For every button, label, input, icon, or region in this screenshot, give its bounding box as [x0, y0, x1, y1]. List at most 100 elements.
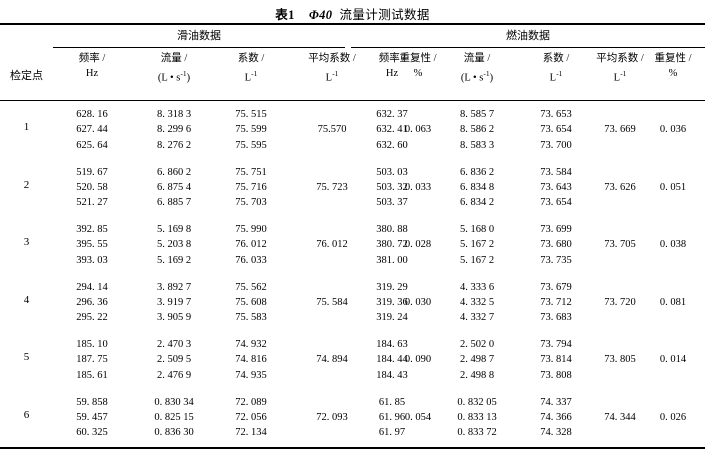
cell-value: 75. 583 [235, 312, 267, 324]
cell-value: 0. 014 [659, 354, 687, 365]
cell-value: 75. 515 [235, 109, 267, 120]
cell-fuel-freq: 632. 37 632. 41 632. 60 [353, 107, 431, 153]
cell-value: 395. 55 [76, 239, 108, 251]
cell-value: 5. 168 0 [459, 224, 495, 235]
cell-value: 381. 00 [376, 254, 408, 266]
cell-value: 76. 033 [235, 254, 267, 266]
cell-value: 520. 58 [76, 181, 108, 193]
column-header-fuel-avg: 平均系数 / L-1 [589, 52, 651, 86]
cell-value: 6. 860 2 [156, 166, 192, 178]
rule-top-border [0, 23, 705, 26]
cell-value: 61. 97 [378, 427, 406, 439]
cell-value: 76. 012 [235, 239, 267, 251]
table-row: 5 185. 10 187. 75 185. 61 2. 470 3 2. 509 5 2.… [0, 335, 705, 393]
cell-fuel-avg: 73. 669 [589, 122, 651, 137]
cell-fuel-repeat: 0. 081 [641, 295, 705, 310]
cell-lube-avg: 76. 012 [285, 237, 379, 252]
cell-value: 519. 67 [76, 166, 108, 178]
cell-value: 73. 720 [604, 296, 636, 308]
cell-inspection-point: 3 [23, 236, 30, 248]
cell-value: 74. 344 [604, 411, 636, 423]
cell-value: 0. 090 [404, 354, 432, 365]
header-line-1: 频率 / [78, 53, 106, 64]
cell-value: 5. 169 8 [156, 224, 192, 235]
cell-value: 296. 36 [76, 296, 108, 308]
cell-value: 75. 584 [316, 296, 348, 308]
cell-value: 72. 093 [316, 411, 348, 423]
cell-value: 74. 328 [540, 427, 572, 439]
cell-value: 6. 836 2 [459, 166, 495, 178]
cell-value: 503. 03 [376, 166, 408, 178]
cell-value: 2. 502 0 [459, 339, 495, 350]
cell-lube-freq: 392. 85 395. 55 393. 03 [53, 222, 131, 268]
cell-lube-flow: 3. 892 7 3. 919 7 3. 905 9 [131, 280, 217, 326]
cell-value: 75. 599 [235, 124, 267, 136]
cell-value: 632. 41 [376, 124, 408, 136]
table-row: 2 519. 67 520. 58 521. 27 6. 860 2 6. 875 4 6.… [0, 163, 705, 221]
cell-value: 75. 595 [235, 139, 267, 151]
cell-value: 5. 169 2 [156, 254, 192, 266]
header-line-2: % [413, 67, 423, 79]
cell-fuel-repeat: 0. 051 [641, 180, 705, 195]
cell-value: 76. 012 [316, 239, 348, 250]
cell-fuel-flow: 2. 502 0 2. 498 7 2. 498 8 [431, 337, 523, 383]
header-line-2: Hz [85, 67, 99, 79]
cell-lube-avg: 75.570 [285, 122, 379, 137]
cell-value: 73. 679 [540, 281, 572, 293]
cell-value: 5. 167 2 [459, 254, 495, 266]
cell-fuel-freq: 319. 29 319. 36 319. 24 [353, 280, 431, 326]
header-line-2: (L • s-1) [460, 68, 494, 84]
title-description: 流量计测试数据 [339, 8, 430, 22]
cell-value: 72. 056 [235, 411, 267, 423]
cell-value: 4. 332 7 [459, 312, 495, 324]
cell-value: 6. 834 2 [459, 197, 495, 209]
header-line-1: 重复性 / [399, 53, 437, 64]
page-title: 表1 Φ40 流量计测试数据 [0, 4, 705, 23]
cell-fuel-coef: 74. 337 74. 366 74. 328 [523, 395, 589, 441]
cell-value: 4. 332 5 [459, 296, 495, 308]
cell-value: 74. 816 [235, 354, 267, 366]
cell-lube-repeat: 0. 054 [379, 410, 457, 425]
group-header-fuel: 燃油数据 [506, 30, 550, 42]
cell-value: 72. 089 [235, 396, 267, 408]
cell-value: 185. 61 [76, 369, 108, 381]
cell-value: 74. 932 [235, 339, 267, 350]
cell-value: 73. 669 [604, 124, 636, 135]
cell-lube-coef: 75. 751 75. 716 75. 703 [217, 165, 285, 211]
column-header-fuel-freq: 频率 / Hz [353, 52, 431, 81]
cell-value: 294. 14 [76, 281, 108, 293]
cell-value: 625. 64 [76, 139, 108, 151]
cell-value: 73. 814 [540, 354, 572, 366]
cell-value: 8. 318 3 [156, 109, 192, 120]
cell-lube-avg: 74. 894 [285, 352, 379, 367]
cell-value: 632. 37 [376, 109, 408, 120]
cell-value: 73. 712 [540, 296, 572, 308]
cell-value: 73. 805 [604, 354, 636, 365]
cell-value: 74. 894 [316, 354, 348, 365]
header-line-1: 平均系数 / [308, 53, 356, 64]
cell-value: 2. 498 7 [459, 354, 495, 366]
cell-value: 8. 585 7 [459, 109, 495, 120]
cell-value: 393. 03 [76, 254, 108, 266]
header-line-2: (L • s-1) [157, 68, 191, 84]
header-line-1: 系数 / [542, 53, 570, 64]
cell-value: 59. 858 [76, 396, 108, 408]
cell-value: 59. 457 [76, 411, 108, 423]
table-row: 3 392. 85 395. 55 393. 03 5. 169 8 5. 203 8 5.… [0, 220, 705, 278]
cell-value: 75. 703 [235, 197, 267, 209]
group-header-row: 滑油数据 燃油数据 [0, 27, 705, 45]
cell-value: 6. 875 4 [156, 181, 192, 193]
cell-value: 319. 36 [376, 296, 408, 308]
cell-lube-freq: 59. 858 59. 457 60. 325 [53, 395, 131, 441]
column-header-fuel-flow: 流量 / (L • s-1) [431, 52, 523, 86]
cell-value: 73. 808 [540, 369, 572, 381]
cell-inspection-point: 4 [23, 293, 30, 306]
cell-value: 0. 830 34 [154, 396, 194, 408]
cell-value: 632. 60 [376, 139, 408, 151]
rule-header-separator [0, 100, 705, 102]
cell-value: 75. 751 [235, 166, 267, 178]
cell-fuel-avg: 74. 344 [589, 410, 651, 425]
cell-fuel-coef: 73. 699 73. 680 73. 735 [523, 222, 589, 268]
cell-value: 8. 276 2 [156, 139, 192, 151]
cell-fuel-flow: 6. 836 2 6. 834 8 6. 834 2 [431, 165, 523, 211]
